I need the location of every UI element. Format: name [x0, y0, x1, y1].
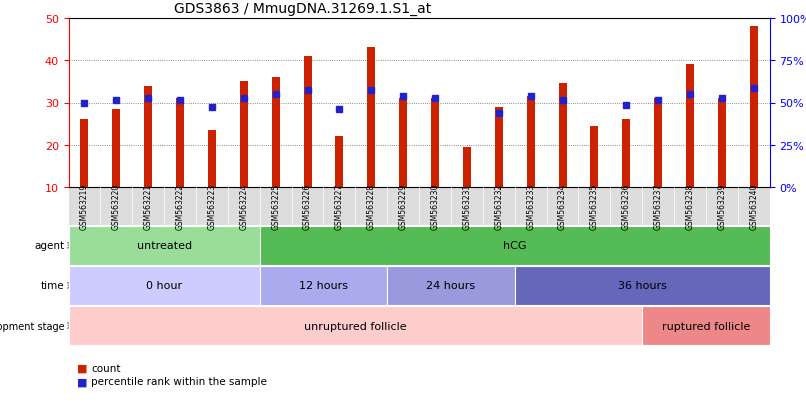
Text: GSM563224: GSM563224 [239, 183, 248, 230]
Text: 0 hour: 0 hour [146, 281, 182, 291]
Bar [463, 148, 471, 188]
Bar [304, 57, 312, 188]
Bar [144, 86, 152, 188]
Bar [431, 99, 439, 188]
Text: GSM563225: GSM563225 [271, 183, 280, 230]
Bar [81, 120, 89, 188]
Bar [335, 137, 343, 188]
Text: ■: ■ [77, 363, 87, 373]
Text: GSM563226: GSM563226 [303, 183, 312, 230]
Text: 36 hours: 36 hours [617, 281, 667, 291]
Text: ruptured follicle: ruptured follicle [662, 321, 750, 331]
Bar [240, 82, 247, 188]
Text: GSM563240: GSM563240 [750, 183, 758, 230]
Text: GSM563220: GSM563220 [112, 183, 121, 230]
Text: GSM563238: GSM563238 [686, 183, 695, 230]
Text: GSM563231: GSM563231 [463, 183, 472, 230]
Text: GSM563219: GSM563219 [80, 183, 89, 230]
Text: ■: ■ [77, 376, 87, 386]
Text: hCG: hCG [503, 241, 526, 251]
Text: GDS3863 / MmugDNA.31269.1.S1_at: GDS3863 / MmugDNA.31269.1.S1_at [174, 2, 431, 16]
Bar [176, 99, 184, 188]
Text: GSM563236: GSM563236 [621, 183, 631, 230]
Text: 24 hours: 24 hours [426, 281, 476, 291]
Bar [718, 99, 726, 188]
Text: GSM563237: GSM563237 [654, 183, 663, 230]
Text: GSM563233: GSM563233 [526, 183, 535, 230]
Bar [591, 126, 598, 188]
Bar [368, 48, 376, 188]
Bar [399, 99, 407, 188]
Text: GSM563235: GSM563235 [590, 183, 599, 230]
Text: development stage: development stage [0, 321, 64, 331]
Bar [559, 84, 567, 188]
Text: GSM563232: GSM563232 [494, 183, 503, 230]
Text: GSM563227: GSM563227 [335, 183, 344, 230]
Text: GSM563228: GSM563228 [367, 183, 376, 230]
Text: GSM563234: GSM563234 [558, 183, 567, 230]
Text: untreated: untreated [136, 241, 192, 251]
Text: percentile rank within the sample: percentile rank within the sample [91, 376, 267, 386]
Bar [622, 120, 630, 188]
Text: GSM563221: GSM563221 [143, 183, 152, 230]
Bar [495, 107, 503, 188]
Bar [526, 97, 534, 188]
Bar [208, 131, 216, 188]
Text: GSM563223: GSM563223 [207, 183, 217, 230]
Text: time: time [41, 281, 64, 291]
Text: 12 hours: 12 hours [299, 281, 348, 291]
Bar [654, 99, 663, 188]
Text: agent: agent [35, 241, 64, 251]
Bar [686, 65, 694, 188]
Text: unruptured follicle: unruptured follicle [304, 321, 407, 331]
Text: GSM563229: GSM563229 [399, 183, 408, 230]
Bar [112, 109, 120, 188]
Text: GSM563222: GSM563222 [176, 183, 185, 230]
Text: GSM563230: GSM563230 [430, 183, 439, 230]
Text: count: count [91, 363, 121, 373]
Bar [272, 78, 280, 188]
Bar [750, 27, 758, 188]
Text: GSM563239: GSM563239 [717, 183, 726, 230]
